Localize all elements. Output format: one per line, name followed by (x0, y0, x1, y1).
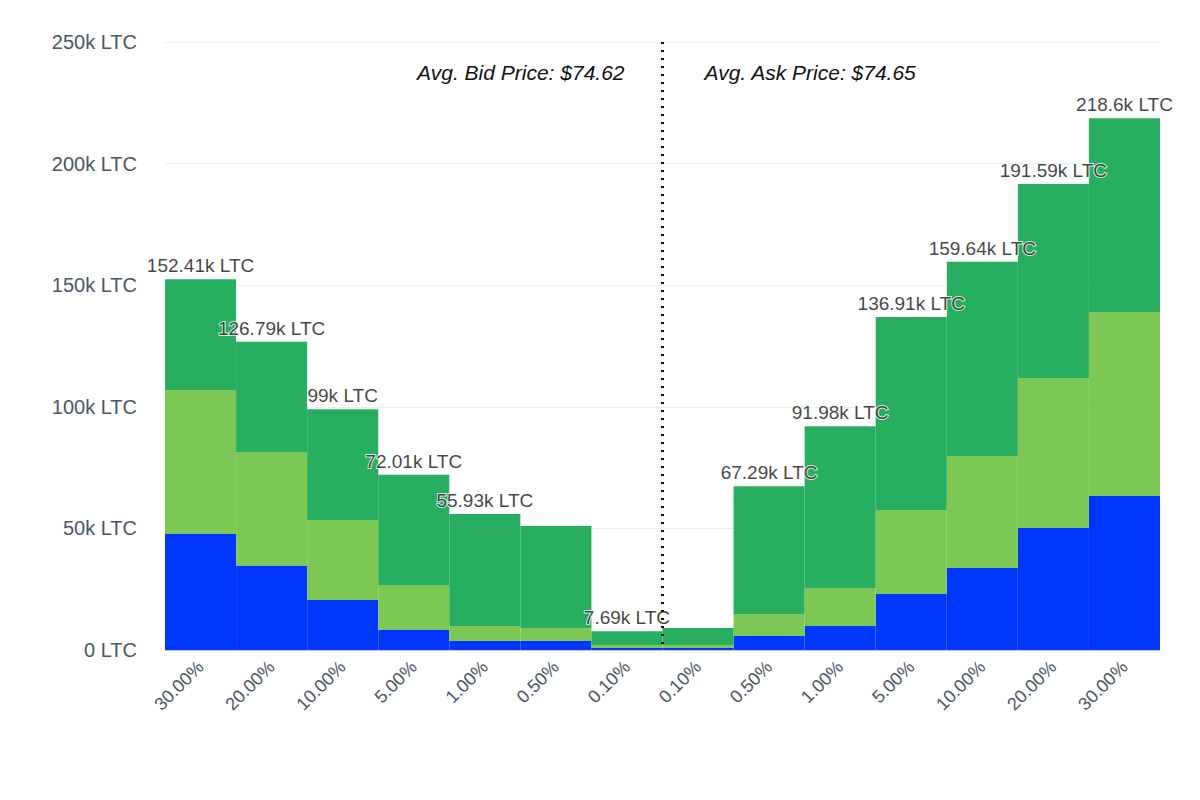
svg-text:50k LTC: 50k LTC (63, 517, 137, 539)
svg-text:0.50%: 0.50% (726, 657, 776, 707)
svg-text:152.41k LTC: 152.41k LTC (147, 255, 254, 276)
svg-text:250k LTC: 250k LTC (52, 31, 137, 53)
svg-text:200k LTC: 200k LTC (52, 153, 137, 175)
svg-text:218.6k LTC: 218.6k LTC (1076, 94, 1173, 115)
svg-text:7.69k LTC: 7.69k LTC (584, 607, 670, 628)
svg-text:72.01k LTC: 72.01k LTC (365, 451, 462, 472)
svg-text:5.00%: 5.00% (868, 657, 918, 707)
svg-text:67.29k LTC: 67.29k LTC (721, 462, 818, 483)
svg-text:0.10%: 0.10% (655, 657, 705, 707)
svg-text:30.00%: 30.00% (150, 657, 207, 714)
svg-text:0.50%: 0.50% (513, 657, 563, 707)
svg-text:99k LTC: 99k LTC (307, 385, 377, 406)
svg-text:191.59k LTC: 191.59k LTC (1000, 160, 1107, 181)
svg-text:91.98k LTC: 91.98k LTC (792, 402, 889, 423)
svg-text:5.00%: 5.00% (371, 657, 421, 707)
svg-text:136.91k LTC: 136.91k LTC (858, 293, 965, 314)
svg-text:159.64k LTC: 159.64k LTC (929, 238, 1036, 259)
svg-text:Avg. Ask Price: $74.65: Avg. Ask Price: $74.65 (703, 61, 917, 84)
svg-text:126.79k LTC: 126.79k LTC (218, 318, 325, 339)
svg-text:0.10%: 0.10% (584, 657, 634, 707)
svg-text:Avg. Bid Price: $74.62: Avg. Bid Price: $74.62 (415, 61, 625, 84)
svg-text:20.00%: 20.00% (1003, 657, 1060, 714)
svg-text:1.00%: 1.00% (442, 657, 492, 707)
svg-text:1.00%: 1.00% (797, 657, 847, 707)
svg-text:30.00%: 30.00% (1074, 657, 1131, 714)
svg-text:20.00%: 20.00% (221, 657, 278, 714)
svg-text:55.93k LTC: 55.93k LTC (436, 490, 533, 511)
svg-text:0 LTC: 0 LTC (84, 639, 137, 661)
svg-text:10.00%: 10.00% (932, 657, 989, 714)
svg-text:150k LTC: 150k LTC (52, 274, 137, 296)
svg-text:10.00%: 10.00% (292, 657, 349, 714)
svg-text:100k LTC: 100k LTC (52, 396, 137, 418)
